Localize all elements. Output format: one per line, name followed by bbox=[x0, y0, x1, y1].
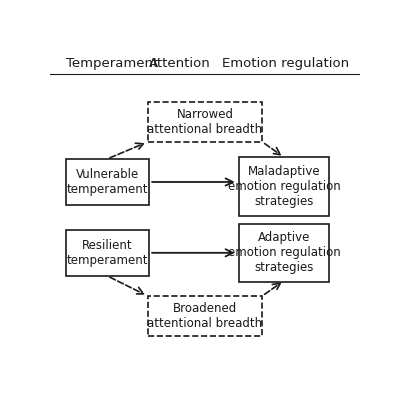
Text: Temperament: Temperament bbox=[66, 57, 158, 70]
Text: Adaptive
emotion regulation
strategies: Adaptive emotion regulation strategies bbox=[228, 231, 340, 274]
Text: Broadened
attentional breadth: Broadened attentional breadth bbox=[148, 302, 262, 330]
FancyBboxPatch shape bbox=[148, 102, 262, 142]
FancyBboxPatch shape bbox=[66, 159, 149, 205]
Text: Attention: Attention bbox=[149, 57, 211, 70]
FancyBboxPatch shape bbox=[239, 224, 329, 282]
FancyBboxPatch shape bbox=[66, 230, 149, 276]
FancyBboxPatch shape bbox=[239, 157, 329, 216]
Text: Maladaptive
emotion regulation
strategies: Maladaptive emotion regulation strategie… bbox=[228, 165, 340, 208]
FancyBboxPatch shape bbox=[148, 296, 262, 336]
Text: Emotion regulation: Emotion regulation bbox=[222, 57, 349, 70]
Text: Narrowed
attentional breadth: Narrowed attentional breadth bbox=[148, 108, 262, 136]
Text: Vulnerable
temperament: Vulnerable temperament bbox=[66, 168, 148, 196]
Text: Resilient
temperament: Resilient temperament bbox=[66, 239, 148, 267]
